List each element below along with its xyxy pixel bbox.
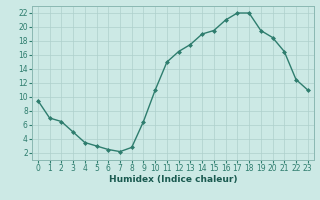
X-axis label: Humidex (Indice chaleur): Humidex (Indice chaleur) bbox=[108, 175, 237, 184]
